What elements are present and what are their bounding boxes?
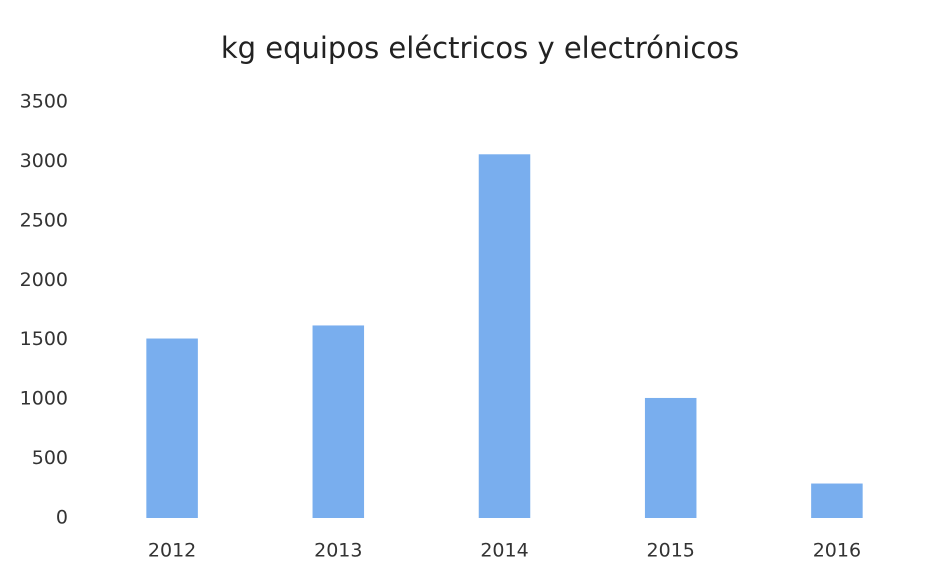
y-tick-label: 0 (56, 507, 68, 529)
x-tick-label: 2016 (813, 540, 861, 562)
bar (644, 397, 697, 518)
y-tick-label: 1000 (20, 388, 68, 410)
x-tick-label: 2012 (148, 540, 196, 562)
x-tick-label: 2015 (647, 540, 695, 562)
bar (811, 483, 863, 518)
y-tick-label: 3000 (20, 150, 68, 172)
y-tick-label: 2000 (20, 269, 68, 291)
bar (146, 338, 198, 518)
y-tick-label: 500 (32, 447, 68, 469)
y-tick-label: 3500 (20, 91, 68, 113)
x-tick-label: 2014 (480, 540, 528, 562)
chart-title: kg equipos eléctricos y electrónicos (221, 31, 739, 65)
bar (312, 325, 365, 518)
bar (478, 154, 531, 518)
y-tick-label: 2500 (20, 209, 68, 231)
y-tick-label: 1500 (20, 328, 68, 350)
x-tick-label: 2013 (314, 540, 362, 562)
